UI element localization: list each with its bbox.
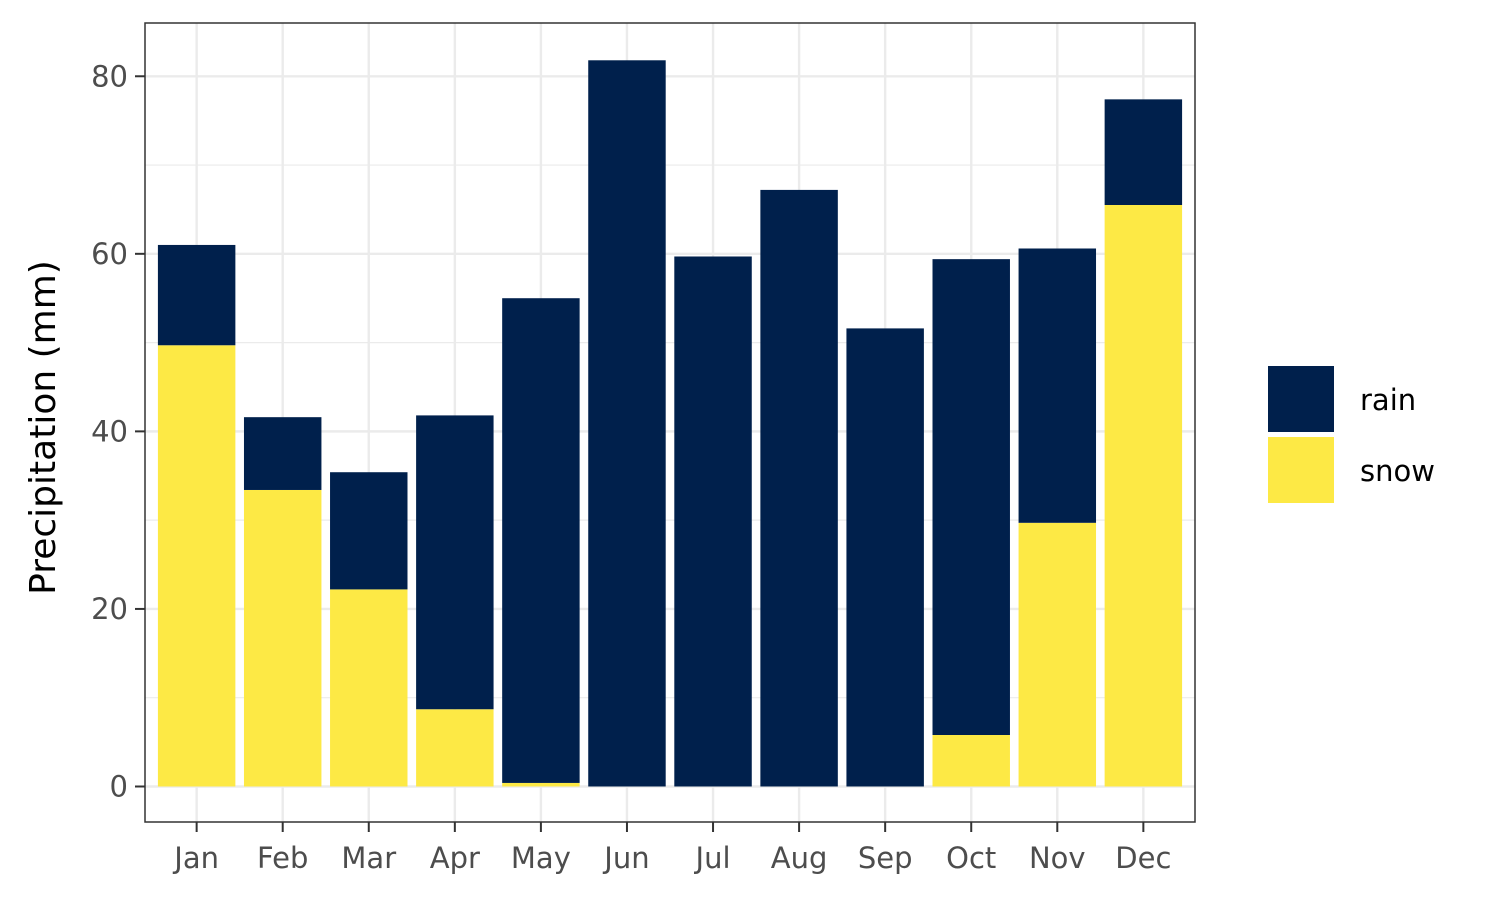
x-tick-label-feb: Feb xyxy=(257,841,308,875)
bar-snow-nov xyxy=(1018,522,1097,787)
y-tick-label: 60 xyxy=(91,237,128,271)
x-tick-label-oct: Oct xyxy=(946,841,996,875)
bar-rain-jul xyxy=(674,256,752,787)
y-tick-label: 20 xyxy=(91,592,128,626)
y-tick-label: 0 xyxy=(110,769,128,803)
bar-rain-dec xyxy=(1104,99,1183,205)
bar-snow-dec xyxy=(1104,204,1183,787)
bar-rain-apr xyxy=(416,415,494,710)
x-tick-label-sep: Sep xyxy=(858,841,913,875)
legend-label-snow: snow xyxy=(1360,454,1435,488)
bar-rain-sep xyxy=(846,328,924,787)
x-axis: Jan Feb Mar Apr May Jun Jul Aug Sep Oct Nov Dec xyxy=(172,822,1171,875)
x-tick-label-jan: Jan xyxy=(172,841,219,875)
bar-snow-mar xyxy=(330,589,408,787)
bar-snow-may xyxy=(502,782,580,787)
bar-rain-mar xyxy=(330,472,408,590)
bar-rain-jun xyxy=(588,60,666,787)
x-tick-label-jul: Jul xyxy=(694,841,731,875)
legend-key-snow xyxy=(1268,437,1334,503)
bars xyxy=(157,60,1183,787)
legend-label-rain: rain xyxy=(1360,383,1416,417)
legend: rain snow xyxy=(1268,366,1435,503)
bar-rain-feb xyxy=(243,417,322,490)
bar-rain-nov xyxy=(1018,248,1097,523)
y-axis: 0 20 40 60 80 xyxy=(91,59,145,803)
bar-snow-jan xyxy=(157,345,236,787)
legend-key-rain xyxy=(1268,366,1334,432)
bar-rain-may xyxy=(502,298,580,783)
x-tick-label-jun: Jun xyxy=(602,841,649,875)
bar-rain-oct xyxy=(932,259,1010,735)
bar-rain-aug xyxy=(760,189,838,787)
x-tick-label-mar: Mar xyxy=(341,841,396,875)
bar-snow-apr xyxy=(416,709,494,787)
bar-snow-oct xyxy=(932,734,1010,787)
bar-snow-feb xyxy=(243,489,322,787)
x-tick-label-aug: Aug xyxy=(771,841,828,875)
plot-panel-border xyxy=(144,22,1196,823)
bar-rain-jan xyxy=(157,244,236,346)
x-tick-label-apr: Apr xyxy=(430,841,480,875)
y-tick-label: 40 xyxy=(91,414,128,448)
x-tick-label-nov: Nov xyxy=(1029,841,1086,875)
y-axis-title: Precipitation (mm) xyxy=(23,260,64,595)
y-tick-label: 80 xyxy=(91,59,128,93)
x-tick-label-may: May xyxy=(511,841,571,875)
x-tick-label-dec: Dec xyxy=(1115,841,1171,875)
